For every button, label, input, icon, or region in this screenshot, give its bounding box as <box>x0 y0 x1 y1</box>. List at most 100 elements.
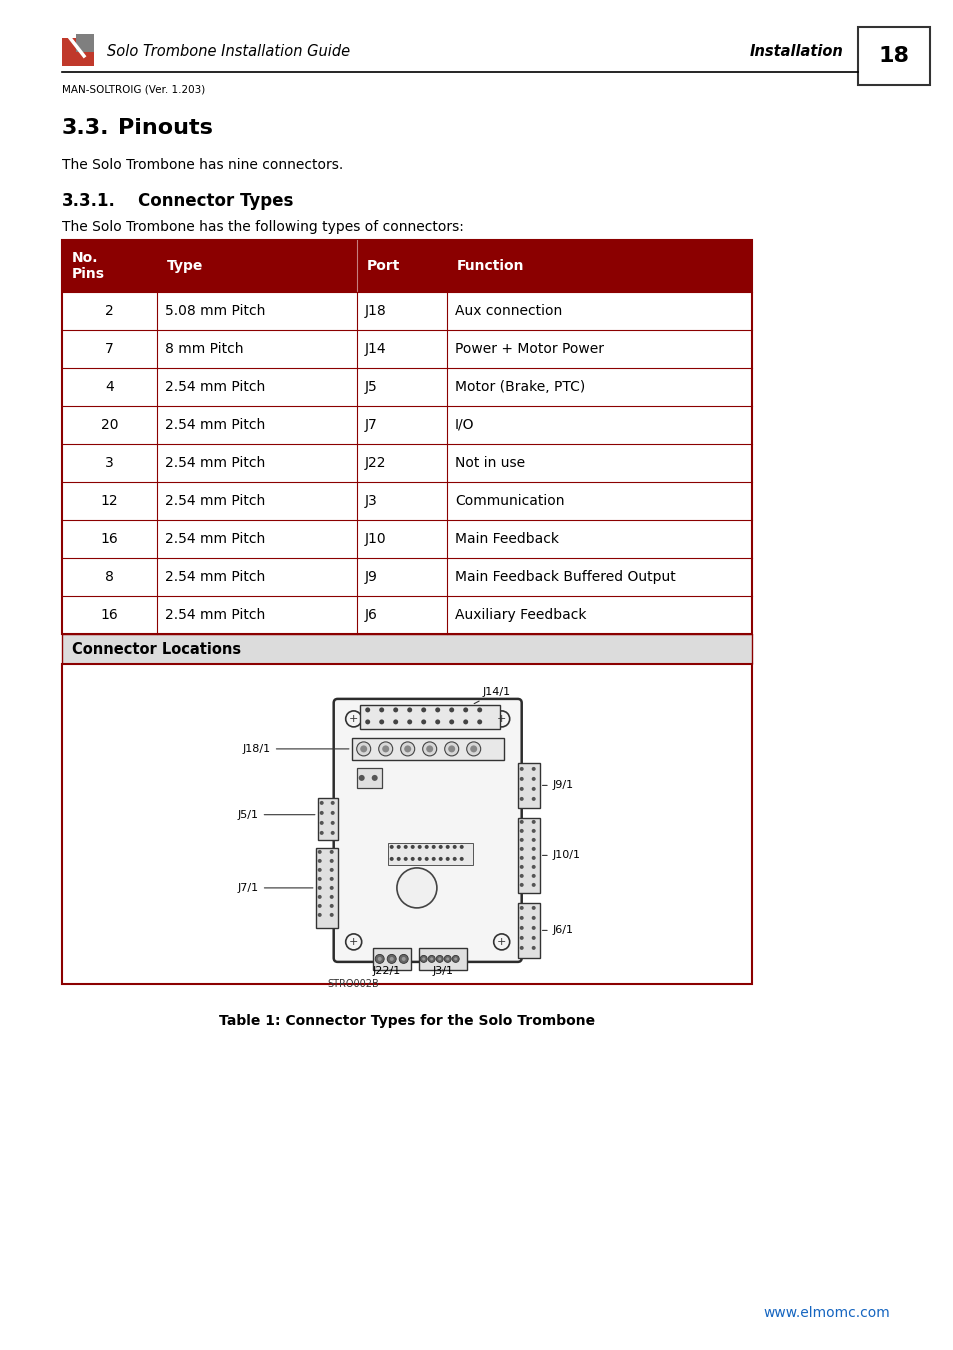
Circle shape <box>519 767 523 771</box>
Circle shape <box>435 707 439 713</box>
Text: J10/1: J10/1 <box>542 850 580 860</box>
Text: 2.54 mm Pitch: 2.54 mm Pitch <box>165 418 265 432</box>
Circle shape <box>519 906 523 910</box>
Bar <box>315 848 337 927</box>
Circle shape <box>519 829 523 833</box>
Bar <box>517 763 539 807</box>
Circle shape <box>519 865 523 869</box>
Circle shape <box>319 801 323 805</box>
Bar <box>62 406 751 444</box>
Text: J14/1: J14/1 <box>474 687 510 703</box>
Circle shape <box>419 956 427 963</box>
Text: 18: 18 <box>878 46 908 66</box>
Circle shape <box>437 957 440 960</box>
Circle shape <box>358 775 364 780</box>
Bar <box>62 329 751 369</box>
Text: +: + <box>497 714 506 724</box>
Text: MAN-SOLTROIG (Ver. 1.203): MAN-SOLTROIG (Ver. 1.203) <box>62 85 205 94</box>
Circle shape <box>331 830 335 834</box>
Text: J22/1: J22/1 <box>373 967 400 976</box>
Circle shape <box>377 957 381 961</box>
Text: 2.54 mm Pitch: 2.54 mm Pitch <box>165 608 265 622</box>
Text: 2.54 mm Pitch: 2.54 mm Pitch <box>165 379 265 394</box>
Bar <box>62 38 94 66</box>
Text: J18/1: J18/1 <box>242 744 349 753</box>
Circle shape <box>531 883 536 887</box>
Text: J9/1: J9/1 <box>542 780 573 790</box>
Bar <box>857 27 929 85</box>
Bar <box>76 34 94 53</box>
Circle shape <box>444 743 458 756</box>
Circle shape <box>317 868 321 872</box>
Text: 2.54 mm Pitch: 2.54 mm Pitch <box>165 570 265 585</box>
Circle shape <box>446 957 449 960</box>
Circle shape <box>436 956 443 963</box>
Circle shape <box>445 857 449 861</box>
Circle shape <box>396 857 400 861</box>
Text: J14: J14 <box>365 342 386 356</box>
Circle shape <box>330 886 334 890</box>
Circle shape <box>421 707 426 713</box>
Circle shape <box>448 745 455 752</box>
Circle shape <box>435 720 439 725</box>
Circle shape <box>378 743 393 756</box>
Text: 3.3.1.: 3.3.1. <box>62 192 115 211</box>
Circle shape <box>519 915 523 919</box>
Circle shape <box>317 886 321 890</box>
Bar <box>359 705 499 729</box>
Circle shape <box>432 857 436 861</box>
Circle shape <box>417 845 421 849</box>
Circle shape <box>459 845 463 849</box>
Text: 4: 4 <box>105 379 113 394</box>
Text: 12: 12 <box>101 494 118 508</box>
Bar <box>62 240 751 292</box>
Circle shape <box>430 957 433 960</box>
Circle shape <box>438 857 442 861</box>
Text: Motor (Brake, PTC): Motor (Brake, PTC) <box>455 379 584 394</box>
Bar <box>62 482 751 520</box>
Circle shape <box>401 957 405 961</box>
Circle shape <box>531 856 536 860</box>
Circle shape <box>411 857 415 861</box>
Circle shape <box>452 956 458 963</box>
Circle shape <box>453 845 456 849</box>
Circle shape <box>372 775 377 780</box>
Circle shape <box>445 845 449 849</box>
Circle shape <box>519 856 523 860</box>
Circle shape <box>531 776 536 780</box>
Circle shape <box>356 743 371 756</box>
Text: J3/1: J3/1 <box>432 967 453 976</box>
Circle shape <box>421 720 426 725</box>
Circle shape <box>330 868 334 872</box>
Bar <box>352 738 503 760</box>
Circle shape <box>438 845 442 849</box>
Circle shape <box>531 819 536 823</box>
Circle shape <box>407 720 412 725</box>
Circle shape <box>424 857 428 861</box>
Circle shape <box>519 846 523 850</box>
Circle shape <box>531 873 536 878</box>
Circle shape <box>519 883 523 887</box>
Circle shape <box>375 954 384 964</box>
Circle shape <box>466 743 480 756</box>
Bar <box>317 798 337 840</box>
Circle shape <box>387 954 395 964</box>
Circle shape <box>331 801 335 805</box>
Circle shape <box>396 868 436 909</box>
Text: No.
Pins: No. Pins <box>71 251 105 281</box>
Circle shape <box>424 845 428 849</box>
Circle shape <box>422 957 425 960</box>
Circle shape <box>403 857 407 861</box>
Circle shape <box>531 865 536 869</box>
Bar <box>62 240 751 634</box>
Text: Auxiliary Feedback: Auxiliary Feedback <box>455 608 586 622</box>
Text: Installation: Installation <box>749 45 842 59</box>
Text: Function: Function <box>456 259 524 273</box>
Text: Table 1: Connector Types for the Solo Trombone: Table 1: Connector Types for the Solo Tr… <box>218 1014 595 1027</box>
Circle shape <box>317 878 321 882</box>
Circle shape <box>330 904 334 909</box>
Circle shape <box>422 743 436 756</box>
Text: www.elmomc.com: www.elmomc.com <box>762 1305 889 1320</box>
Bar <box>356 768 381 788</box>
Text: 7: 7 <box>105 342 113 356</box>
